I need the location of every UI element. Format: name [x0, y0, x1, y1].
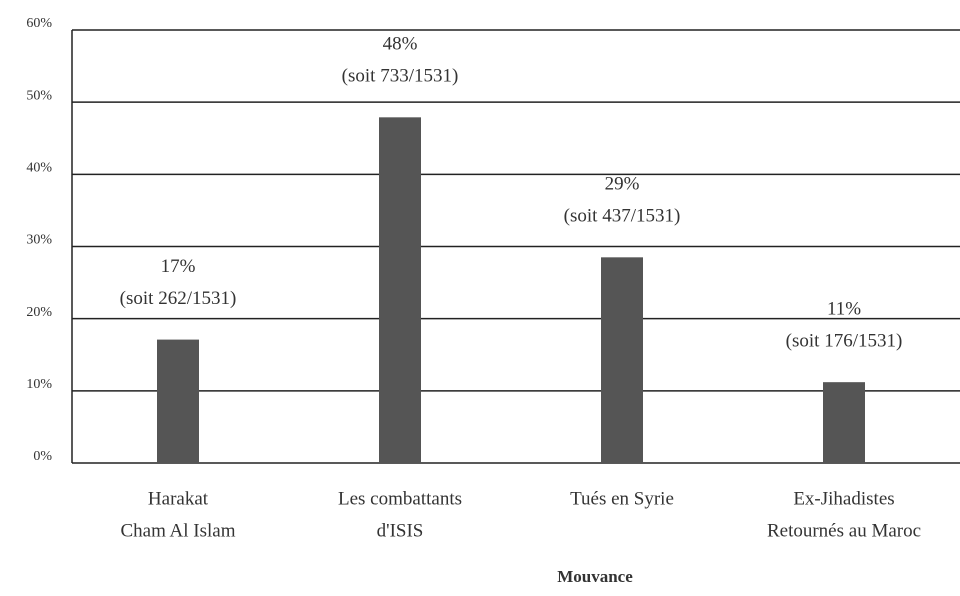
- x-axis-label: Mouvance: [557, 567, 633, 586]
- value-label: 48%: [383, 34, 418, 55]
- y-tick-label: 10%: [26, 377, 52, 392]
- x-tick-label: Les combattants: [338, 488, 462, 509]
- bar: [601, 257, 643, 463]
- bar: [379, 117, 421, 464]
- annotation: (soit 262/1531): [120, 288, 237, 309]
- x-tick-label: Retournés au Maroc: [767, 520, 921, 541]
- y-tick-label: 60%: [26, 16, 52, 31]
- x-tick-label: Ex-Jihadistes: [793, 488, 894, 509]
- value-label: 17%: [161, 256, 196, 277]
- y-tick-label: 0%: [33, 449, 52, 464]
- annotation: (soit 733/1531): [342, 66, 459, 87]
- x-tick-label: Tués en Syrie: [570, 488, 674, 509]
- bar: [157, 339, 199, 463]
- x-tick-label: Harakat: [148, 488, 209, 509]
- annotation: (soit 176/1531): [786, 331, 903, 352]
- x-tick-label: d'ISIS: [377, 520, 424, 541]
- annotation: (soit 437/1531): [564, 206, 681, 227]
- y-tick-label: 20%: [26, 305, 52, 320]
- y-tick-label: 50%: [26, 88, 52, 103]
- y-tick-label: 40%: [26, 161, 52, 176]
- x-tick-label: Cham Al Islam: [120, 520, 235, 541]
- bar: [823, 382, 865, 463]
- value-label: 11%: [827, 299, 861, 320]
- value-label: 29%: [605, 174, 640, 195]
- y-tick-label: 30%: [26, 233, 52, 248]
